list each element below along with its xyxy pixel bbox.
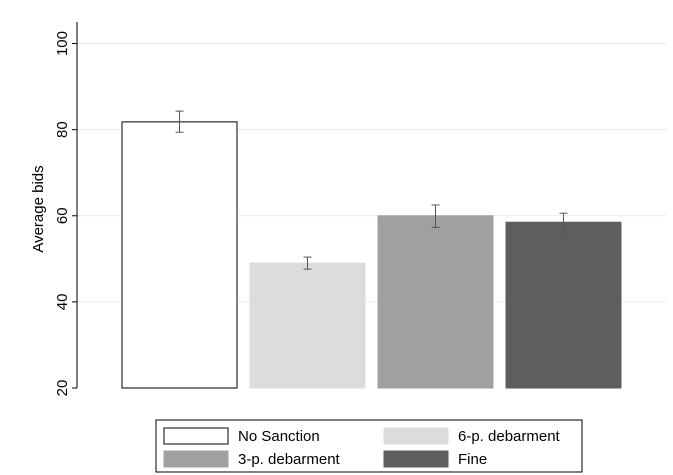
legend-label: 3-p. debarment — [238, 451, 341, 468]
y-tick-label: 80 — [54, 121, 71, 138]
y-axis: 20 40 60 80 100 — [54, 22, 78, 397]
bar — [249, 262, 366, 389]
legend-label: No Sanction — [238, 428, 320, 445]
y-tick-label: 100 — [54, 31, 71, 56]
bar — [377, 215, 494, 389]
bars — [121, 121, 622, 389]
y-tick-label: 20 — [54, 380, 71, 397]
bar — [121, 121, 238, 389]
y-tick-label: 40 — [54, 294, 71, 311]
legend-label: 6-p. debarment — [458, 428, 561, 445]
legend-swatch — [163, 450, 229, 468]
y-axis-title: Average bids — [30, 165, 47, 252]
legend-label: Fine — [458, 451, 487, 468]
legend-swatch — [383, 427, 449, 445]
legend-swatch — [163, 427, 229, 445]
y-tick-label: 60 — [54, 207, 71, 224]
legend: No Sanction 6-p. debarment 3-p. debarment F… — [155, 419, 583, 473]
bar — [505, 221, 622, 389]
legend-swatch — [383, 450, 449, 468]
error-bars — [175, 110, 568, 270]
